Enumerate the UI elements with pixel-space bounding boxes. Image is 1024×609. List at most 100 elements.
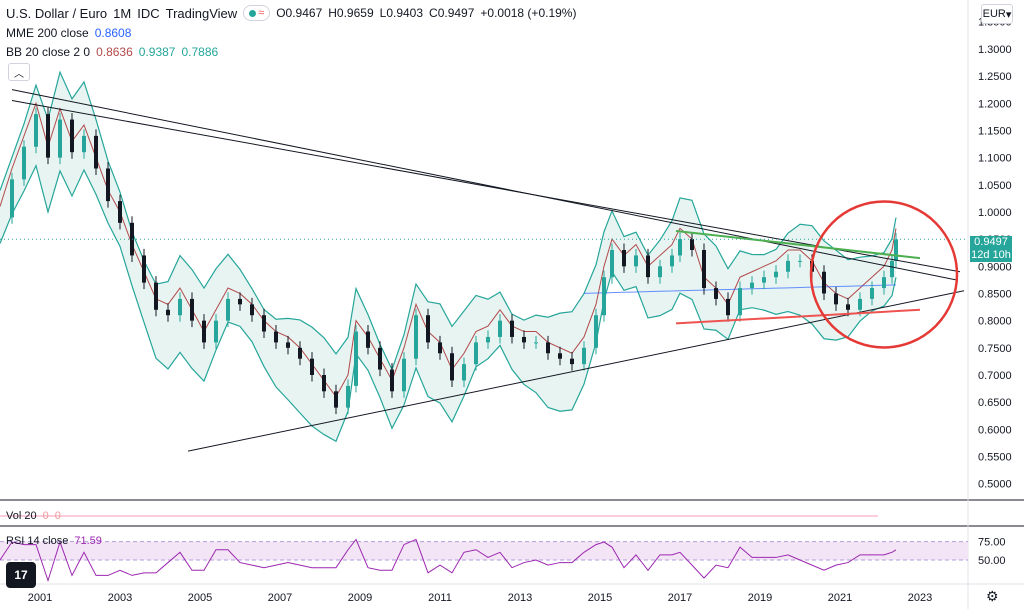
- y-tick-label: 0.5500: [978, 452, 1012, 464]
- candle-body: [774, 271, 778, 278]
- highlight-circle: [809, 200, 959, 349]
- y-tick-label: 0.8000: [978, 316, 1012, 328]
- bollinger-upper-line: [0, 70, 897, 372]
- candle-body: [450, 353, 454, 381]
- market-dot-icon: [249, 9, 257, 17]
- ohlc-close: C0.9497: [429, 6, 475, 20]
- candle-body: [402, 358, 406, 392]
- rsi-value: 71.59: [74, 535, 102, 547]
- x-tick-label: 2005: [188, 592, 212, 604]
- candle-body: [274, 331, 278, 343]
- x-tick-label: 2003: [108, 592, 132, 604]
- candle-body: [106, 168, 110, 202]
- rsi-line: [0, 538, 897, 583]
- candle-body: [154, 282, 158, 310]
- candle-body: [346, 385, 350, 408]
- candle-body: [10, 179, 14, 218]
- y-tick-label: 1.0000: [978, 207, 1012, 219]
- candle-body: [726, 298, 730, 316]
- candle-body: [670, 255, 674, 267]
- candle-body: [366, 331, 370, 348]
- rsi-range-fill: [0, 541, 968, 560]
- x-tick-label: 2023: [908, 592, 932, 604]
- candle-body: [678, 239, 682, 256]
- candle-body: [190, 298, 194, 321]
- candle-body: [738, 288, 742, 316]
- last-price-tag: 0.9497: [970, 236, 1012, 249]
- mme-value: 0.8608: [94, 26, 132, 40]
- candle-body: [310, 358, 314, 375]
- y-tick-label: 1.2500: [978, 71, 1012, 83]
- y-tick-label: 1.1500: [978, 125, 1012, 137]
- candle-body: [646, 255, 650, 278]
- rsi-legend[interactable]: RSI 14 close 71.59: [6, 535, 102, 547]
- bb-legend[interactable]: BB 20 close 2 0 0.8636 0.9387 0.7886: [6, 45, 218, 59]
- candle-body: [46, 114, 50, 158]
- candle-body: [602, 277, 606, 316]
- interval-label[interactable]: 1M: [113, 5, 132, 21]
- trendline-lower: [187, 290, 965, 452]
- symbol-name[interactable]: U.S. Dollar / Euro: [6, 5, 108, 21]
- rsi-tick-label: 50.00: [978, 555, 1006, 567]
- candle-body: [882, 277, 886, 289]
- x-tick-label: 2007: [268, 592, 292, 604]
- bb-basis-value: 0.8636: [96, 45, 133, 59]
- settings-gear-icon[interactable]: ⚙: [986, 588, 999, 604]
- candle-body: [298, 347, 302, 359]
- candle-body: [690, 239, 694, 250]
- ohlc-open: O0.9467: [276, 6, 323, 20]
- candle-body: [570, 358, 574, 365]
- x-tick-label: 2015: [588, 592, 612, 604]
- candle-body: [558, 353, 562, 359]
- candle-body: [658, 266, 662, 278]
- y-tick-label: 0.9000: [978, 261, 1012, 273]
- candle-body: [486, 336, 490, 343]
- market-status-chip[interactable]: ≈: [243, 5, 271, 21]
- resistance-line-green: [675, 229, 921, 260]
- mme-label: MME 200 close: [6, 26, 89, 40]
- candle-body: [426, 315, 430, 343]
- bb-upper-value: 0.9387: [138, 45, 176, 59]
- y-tick-label: 1.0500: [978, 180, 1012, 192]
- candle-body: [334, 391, 338, 408]
- mme-legend[interactable]: MME 200 close 0.8608: [6, 26, 131, 40]
- x-tick-label: 2009: [348, 592, 372, 604]
- rsi-tick-label: 75.00: [978, 537, 1006, 549]
- candle-body: [178, 298, 182, 316]
- candle-body: [858, 298, 862, 310]
- collapse-legend-button[interactable]: ︿: [8, 63, 30, 81]
- vol-value-1: 0: [42, 510, 49, 522]
- candle-body: [822, 271, 826, 294]
- candle-body: [378, 347, 382, 370]
- candle-body: [870, 288, 874, 299]
- y-tick-label: 0.8500: [978, 288, 1012, 300]
- vol-legend[interactable]: Vol 20 0 0: [6, 510, 61, 522]
- chevron-down-icon: ▾: [1005, 8, 1012, 21]
- candle-body: [894, 239, 898, 261]
- candle-body: [142, 255, 146, 283]
- candle-body: [438, 342, 442, 354]
- ohlc-high: H0.9659: [328, 6, 374, 20]
- source-label: IDC: [137, 5, 160, 21]
- candle-body: [226, 298, 230, 321]
- candle-body: [510, 320, 514, 337]
- candle-body: [762, 277, 766, 283]
- trendline-upper-2: [11, 100, 961, 273]
- x-tick-label: 2019: [748, 592, 772, 604]
- candle-body: [70, 119, 74, 153]
- candle-body: [890, 260, 894, 278]
- vol-value-2: 0: [54, 510, 61, 522]
- tradingview-logo-icon[interactable]: 17: [6, 562, 36, 588]
- candle-body: [582, 347, 586, 365]
- currency-button[interactable]: EUR ▾: [981, 4, 1013, 24]
- candle-body: [594, 315, 598, 348]
- candle-body: [622, 250, 626, 267]
- bollinger-band-fill: [0, 72, 896, 442]
- bb-label: BB 20 close 2 0: [6, 45, 91, 59]
- candle-body: [462, 364, 466, 381]
- y-tick-label: 1.1000: [978, 153, 1012, 165]
- bb-lower-value: 0.7886: [181, 45, 219, 59]
- candle-body: [474, 342, 478, 365]
